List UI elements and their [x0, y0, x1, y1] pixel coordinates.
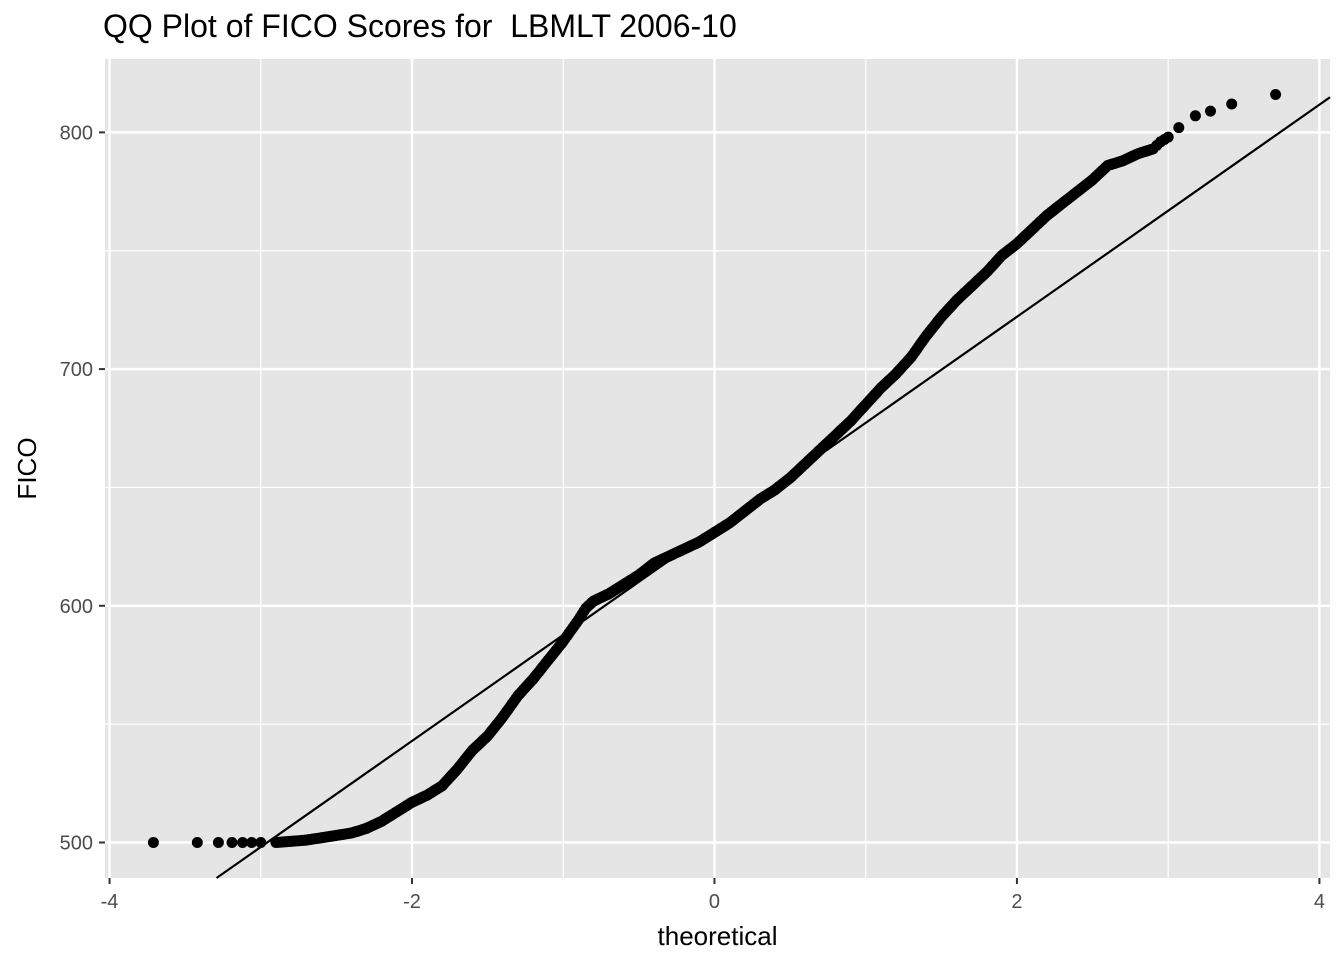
qq-point [191, 837, 203, 848]
qq-point [237, 837, 249, 848]
x-tick-label: -2 [403, 891, 421, 913]
grid-lines [105, 59, 1330, 878]
y-tick-label: 500 [60, 832, 93, 854]
qq-reference-line [215, 96, 1331, 879]
qq-point [212, 837, 224, 848]
y-axis-title: FICO [12, 437, 42, 499]
y-tick-label: 700 [60, 359, 93, 381]
qq-point [1226, 98, 1238, 110]
x-axis-title: theoretical [658, 921, 778, 951]
x-tick-label: 2 [1011, 891, 1022, 913]
chart-title: QQ Plot of FICO Scores for LBMLT 2006-10 [103, 8, 737, 44]
axes: -4 -2 0 2 4 500 600 700 800 [60, 122, 1325, 913]
qq-point [226, 837, 238, 848]
x-tick-label: -4 [101, 891, 119, 913]
qq-point [1173, 122, 1185, 134]
x-tick-label: 0 [709, 891, 720, 913]
qq-point [1189, 110, 1201, 122]
qq-point [1162, 131, 1174, 143]
qq-point [1270, 89, 1282, 100]
plot-panel [105, 59, 1330, 878]
reference-line [215, 96, 1331, 879]
qq-point [1205, 105, 1216, 117]
x-tick-label: 4 [1314, 891, 1325, 913]
qq-point [147, 837, 159, 848]
y-tick-label: 600 [60, 596, 93, 618]
qq-point [246, 837, 258, 848]
y-tick-label: 800 [60, 122, 93, 144]
